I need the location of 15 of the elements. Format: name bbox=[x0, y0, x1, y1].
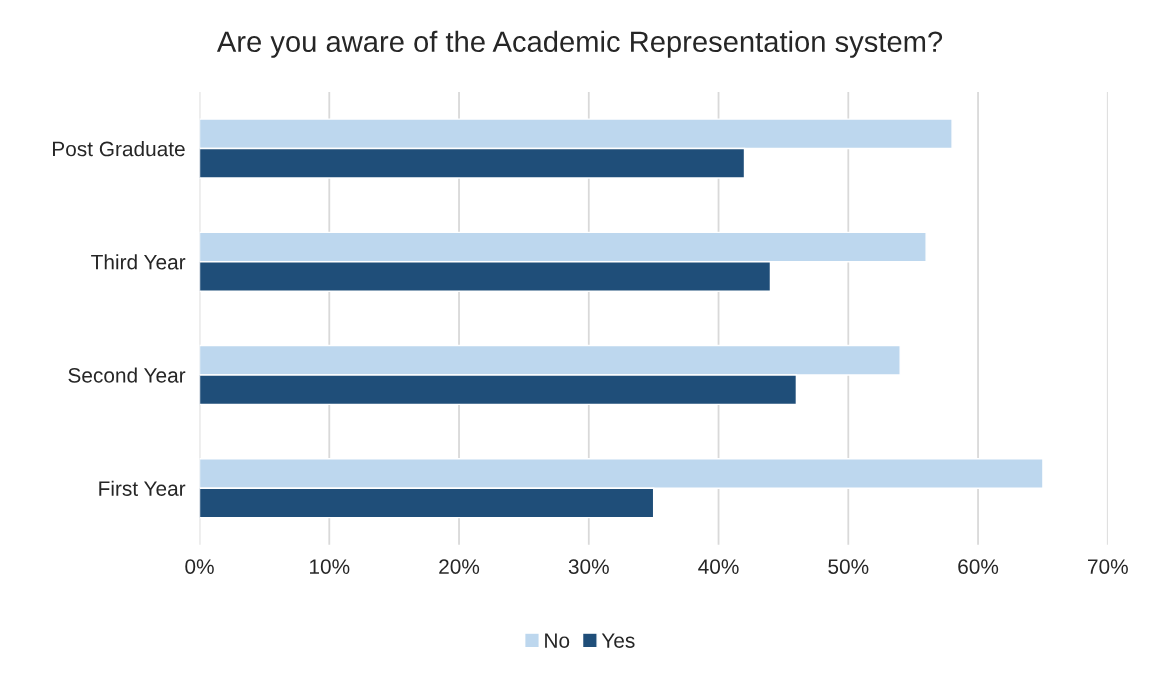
x-tick-label: 30% bbox=[568, 559, 609, 574]
y-tick-label: Post Graduate bbox=[53, 140, 185, 157]
x-tick-label: 70% bbox=[1088, 559, 1128, 574]
legend-label: No bbox=[545, 633, 570, 648]
x-tick-label: 60% bbox=[958, 559, 999, 574]
y-tick-label: Second Year bbox=[68, 367, 186, 383]
x-tick-label: 20% bbox=[439, 559, 480, 574]
x-tick-label: 10% bbox=[310, 559, 350, 574]
y-tick-label: Third Year bbox=[91, 254, 186, 270]
x-tick-label: 0% bbox=[185, 559, 214, 574]
legend-label: Yes bbox=[601, 633, 635, 648]
x-tick-label: 50% bbox=[828, 559, 869, 574]
chart-title: Are you aware of the Academic Representation system? bbox=[216, 30, 943, 58]
y-tick-label: First Year bbox=[99, 480, 186, 496]
x-tick-label: 40% bbox=[698, 559, 739, 574]
